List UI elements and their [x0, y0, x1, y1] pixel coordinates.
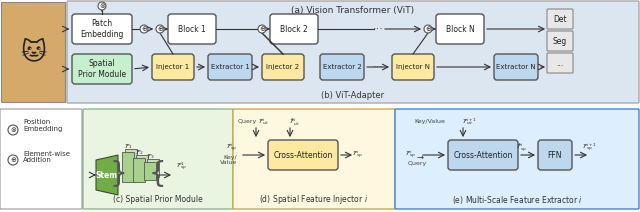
FancyBboxPatch shape: [208, 54, 252, 80]
FancyBboxPatch shape: [72, 14, 132, 44]
Circle shape: [424, 25, 432, 33]
Text: (a) Vision Transformer (ViT): (a) Vision Transformer (ViT): [291, 6, 415, 14]
FancyBboxPatch shape: [547, 53, 573, 73]
Text: ⊕: ⊕: [425, 26, 431, 32]
Text: ···: ···: [372, 62, 383, 72]
Text: Patch
Embedding: Patch Embedding: [80, 19, 124, 39]
Text: Cross-Attention: Cross-Attention: [453, 151, 513, 159]
Text: ⊗: ⊗: [10, 127, 16, 133]
FancyBboxPatch shape: [72, 54, 132, 84]
Text: FFN: FFN: [548, 151, 563, 159]
Text: (c) Spatial Prior Module: (c) Spatial Prior Module: [113, 195, 203, 205]
Text: ⊗: ⊗: [99, 3, 105, 9]
Circle shape: [140, 25, 148, 33]
Polygon shape: [96, 155, 118, 195]
Text: Element-wise
Addition: Element-wise Addition: [23, 151, 70, 163]
FancyBboxPatch shape: [262, 54, 304, 80]
FancyBboxPatch shape: [448, 140, 518, 170]
Text: Key/: Key/: [223, 155, 237, 160]
Text: Value: Value: [220, 160, 237, 166]
Text: $\mathcal{F}_2$: $\mathcal{F}_2$: [135, 149, 143, 158]
FancyBboxPatch shape: [320, 54, 364, 80]
FancyBboxPatch shape: [547, 9, 573, 29]
Bar: [1, 2, 65, 102]
Circle shape: [258, 25, 266, 33]
Text: Stem: Stem: [96, 170, 118, 180]
Text: →: →: [417, 152, 424, 162]
Text: Position
Embedding: Position Embedding: [23, 120, 62, 132]
Text: Query: Query: [408, 160, 428, 166]
Circle shape: [156, 25, 164, 33]
Text: (e) Multi-Scale Feature Extractor $i$: (e) Multi-Scale Feature Extractor $i$: [452, 194, 582, 206]
Text: (d) Spatial Feature Injector $i$: (d) Spatial Feature Injector $i$: [259, 194, 369, 206]
Text: Det: Det: [553, 14, 567, 24]
Text: Extractor 2: Extractor 2: [323, 64, 362, 70]
Text: ⊕: ⊕: [141, 26, 147, 32]
Text: ⊕: ⊕: [10, 157, 16, 163]
Text: Extractor 1: Extractor 1: [211, 64, 250, 70]
Text: Block 1: Block 1: [178, 25, 206, 33]
Text: $\mathcal{F}_{sp}^1$: $\mathcal{F}_{sp}^1$: [176, 161, 187, 173]
Text: Query: Query: [237, 120, 257, 124]
Text: Injector 2: Injector 2: [266, 64, 300, 70]
Text: Block N: Block N: [445, 25, 474, 33]
Text: Extractor N: Extractor N: [496, 64, 536, 70]
Text: Injector N: Injector N: [396, 64, 430, 70]
Circle shape: [98, 2, 106, 10]
Circle shape: [8, 125, 18, 135]
Bar: [125, 149, 137, 179]
FancyBboxPatch shape: [152, 54, 194, 80]
FancyBboxPatch shape: [168, 14, 216, 44]
FancyBboxPatch shape: [436, 14, 484, 44]
Text: ···: ···: [372, 24, 383, 34]
Text: $\hat{\mathcal{F}}_{vit}^i$: $\hat{\mathcal{F}}_{vit}^i$: [289, 116, 301, 128]
FancyBboxPatch shape: [233, 109, 395, 209]
FancyBboxPatch shape: [0, 109, 82, 209]
Text: $\mathcal{F}_{sp}^i$: $\mathcal{F}_{sp}^i$: [405, 149, 416, 161]
Text: ...: ...: [556, 59, 564, 67]
FancyBboxPatch shape: [83, 109, 233, 209]
FancyBboxPatch shape: [538, 140, 572, 170]
Text: $\hat{\mathcal{F}}_{sp}^i$: $\hat{\mathcal{F}}_{sp}^i$: [516, 142, 527, 154]
Text: Spatial
Prior Module: Spatial Prior Module: [78, 59, 126, 79]
Text: Block 2: Block 2: [280, 25, 308, 33]
FancyBboxPatch shape: [547, 31, 573, 51]
Bar: [144, 162, 156, 180]
Text: $\mathcal{F}_{sp}^i$: $\mathcal{F}_{sp}^i$: [352, 149, 363, 161]
Bar: [147, 159, 159, 177]
FancyBboxPatch shape: [270, 14, 318, 44]
Text: Injector 1: Injector 1: [156, 64, 189, 70]
FancyBboxPatch shape: [268, 140, 338, 170]
Bar: [122, 152, 134, 182]
Text: Key/Value: Key/Value: [415, 120, 445, 124]
Text: $\mathcal{F}_1$: $\mathcal{F}_1$: [124, 142, 132, 151]
Bar: [133, 158, 145, 182]
Text: $\mathcal{F}_{sp}^{i+1}$: $\mathcal{F}_{sp}^{i+1}$: [582, 142, 597, 154]
Text: {: {: [148, 160, 166, 188]
Text: $\mathcal{F}_3$: $\mathcal{F}_3$: [146, 153, 154, 162]
Text: }: }: [109, 160, 127, 188]
Text: $\mathcal{F}_{vit}^i$: $\mathcal{F}_{vit}^i$: [258, 117, 270, 127]
Text: 🐱: 🐱: [20, 40, 46, 64]
FancyBboxPatch shape: [67, 1, 639, 103]
Text: Cross-Attention: Cross-Attention: [273, 151, 333, 159]
Text: $\mathcal{F}_{vit}^{i+1}$: $\mathcal{F}_{vit}^{i+1}$: [463, 117, 477, 127]
FancyBboxPatch shape: [392, 54, 434, 80]
Bar: [136, 155, 148, 179]
Text: $\mathcal{F}_{sp}^i$: $\mathcal{F}_{sp}^i$: [226, 142, 237, 154]
Text: ⊕: ⊕: [259, 26, 265, 32]
FancyBboxPatch shape: [494, 54, 538, 80]
Text: Seg: Seg: [553, 36, 567, 46]
FancyBboxPatch shape: [395, 109, 639, 209]
Text: ⊕: ⊕: [157, 26, 163, 32]
Circle shape: [8, 155, 18, 165]
Text: (b) ViT-Adapter: (b) ViT-Adapter: [321, 92, 385, 100]
